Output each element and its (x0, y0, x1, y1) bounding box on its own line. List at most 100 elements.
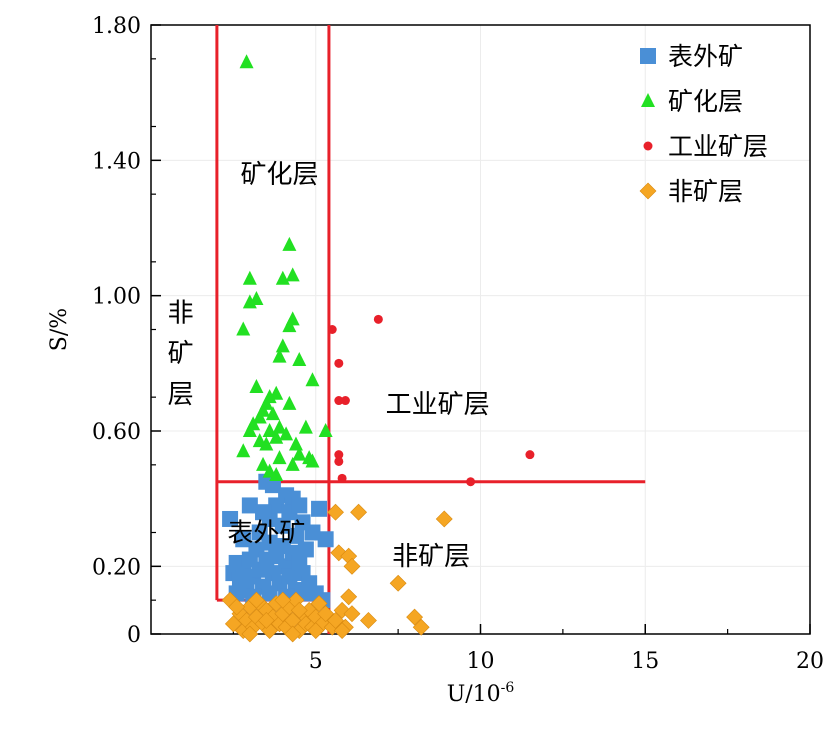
square-point (274, 517, 291, 534)
diamond-point (307, 622, 325, 640)
y-tick-label: 1.00 (92, 285, 141, 310)
x-tick-label: 5 (309, 649, 323, 674)
diamond-point (360, 612, 377, 629)
diamond-point (248, 591, 265, 609)
diamond-point (224, 615, 242, 633)
y-tick-label: 1.80 (92, 14, 141, 39)
triangle-point (262, 423, 277, 437)
y-tick-label: 0 (127, 623, 141, 648)
square-point (297, 541, 314, 558)
diamond-point (327, 503, 344, 521)
triangle-point (272, 348, 287, 363)
circle-point (373, 314, 383, 324)
square-point (287, 527, 304, 544)
series-triangle (236, 54, 333, 481)
triangle-point (288, 436, 303, 451)
diamond-point (274, 591, 292, 609)
region-label: 矿 (168, 339, 194, 369)
legend-marker-triangle (641, 93, 655, 107)
legend-label: 表外矿 (668, 42, 743, 71)
diamond-point (241, 625, 259, 643)
y-tick-label: 0.20 (92, 555, 141, 580)
diamond-point (389, 574, 407, 592)
triangle-point (242, 423, 257, 437)
diamond-point (350, 503, 368, 521)
diamond-point (228, 598, 246, 616)
square-point (311, 500, 328, 517)
circle-point (334, 450, 344, 460)
triangle-point (292, 351, 307, 366)
diamond-point (290, 601, 308, 619)
legend-item: 表外矿 (640, 42, 743, 71)
square-point (222, 510, 239, 527)
circle-point (337, 473, 347, 483)
diamond-point (340, 588, 358, 606)
x-tick-label: 15 (631, 649, 659, 674)
legend-label: 矿化层 (668, 87, 743, 116)
square-point (235, 531, 252, 548)
region-label: 非矿层 (392, 542, 470, 572)
circle-point (334, 358, 344, 368)
triangle-point (249, 379, 264, 394)
triangle-point (282, 395, 297, 410)
diamond-point (343, 557, 361, 575)
y-tick-label: 1.40 (92, 149, 141, 174)
triangle-point (252, 409, 267, 424)
legend-label: 工业矿层 (668, 132, 768, 161)
x-tick-label: 10 (467, 649, 495, 674)
legend-marker-square (640, 48, 656, 64)
legend-marker-diamond (639, 182, 657, 200)
triangle-point (282, 318, 297, 333)
triangle-point (292, 446, 307, 461)
x-tick-label: 20 (796, 649, 824, 674)
diamond-point (435, 510, 453, 528)
diamond-point (343, 605, 361, 623)
triangle-point (259, 436, 274, 451)
triangle-point (256, 456, 271, 471)
square-point (281, 568, 298, 585)
legend-item: 工业矿层 (643, 132, 768, 161)
diamond-point (406, 608, 424, 626)
circle-point (334, 396, 344, 406)
data-points (221, 54, 535, 643)
diamond-point (317, 605, 335, 623)
triangle-point (249, 291, 264, 306)
x-axis-title-base: U/10 (447, 682, 501, 707)
triangle-point (305, 453, 320, 468)
legend-marker-circle (643, 141, 653, 151)
square-point (264, 477, 281, 494)
diamond-point (284, 625, 302, 643)
x-axis-title: U/10-6 (447, 680, 515, 707)
legend-item: 非矿层 (639, 177, 743, 206)
circle-point (466, 477, 476, 487)
triangle-point (239, 54, 254, 69)
axis-titles: U/10-6 S/% (47, 308, 514, 707)
triangle-point (275, 338, 290, 353)
square-point (255, 504, 272, 521)
circle-point (340, 396, 350, 406)
triangle-point (242, 270, 257, 285)
triangle-point (305, 372, 320, 387)
region-label: 工业矿层 (386, 390, 490, 420)
series-circle (327, 314, 535, 487)
diamond-point (333, 622, 351, 640)
y-tick-label: 0.60 (92, 420, 141, 445)
legend-label: 非矿层 (668, 177, 743, 206)
triangle-point (272, 450, 287, 465)
diamond-point (257, 612, 275, 629)
legend-item: 矿化层 (641, 87, 743, 116)
square-point (261, 585, 278, 602)
triangle-point (236, 443, 251, 458)
triangle-point (282, 236, 297, 251)
region-label: 表外矿 (227, 519, 305, 549)
triangle-point (298, 419, 313, 434)
triangle-point (272, 419, 287, 434)
diamond-point (310, 595, 328, 612)
square-point (261, 534, 278, 551)
triangle-point (285, 456, 300, 471)
region-label: 矿化层 (240, 160, 318, 190)
triangle-point (269, 429, 284, 444)
